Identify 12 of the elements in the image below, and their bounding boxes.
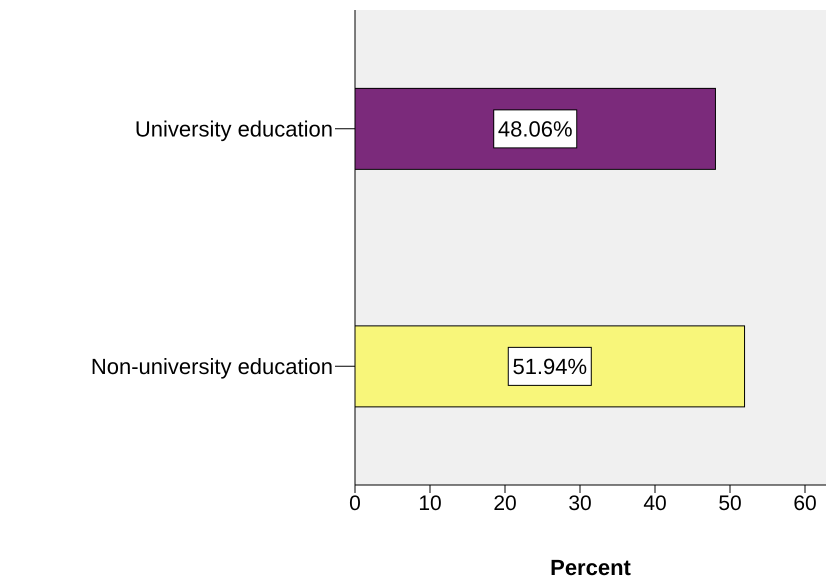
data-label: 48.06% bbox=[498, 116, 573, 142]
x-axis-title: Percent bbox=[550, 555, 632, 579]
y-tick-label: Non-university education bbox=[90, 354, 333, 380]
y-tick-label: University education bbox=[134, 116, 333, 142]
x-tick-label: 0 bbox=[349, 492, 361, 515]
x-tick-label: 50 bbox=[718, 492, 742, 515]
x-tick-label: 60 bbox=[793, 492, 817, 515]
x-tick-label: 10 bbox=[418, 492, 442, 515]
data-label: 51.94% bbox=[512, 354, 588, 379]
x-tick-label: 30 bbox=[568, 492, 592, 515]
x-tick-label: 40 bbox=[643, 492, 667, 515]
x-tick-label: 20 bbox=[493, 492, 517, 515]
